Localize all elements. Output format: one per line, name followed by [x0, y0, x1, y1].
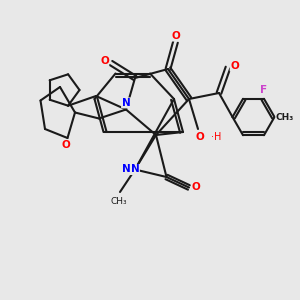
- Text: CH₃: CH₃: [276, 112, 294, 122]
- Text: N: N: [122, 98, 130, 108]
- Text: O: O: [171, 31, 180, 41]
- Text: O: O: [230, 61, 239, 71]
- Text: F: F: [260, 85, 268, 95]
- Text: ·H: ·H: [211, 131, 221, 142]
- Text: O: O: [195, 131, 204, 142]
- Text: N: N: [130, 164, 140, 175]
- Text: O: O: [191, 182, 200, 193]
- Text: O: O: [61, 140, 70, 150]
- Text: O: O: [100, 56, 109, 66]
- Text: CH₃: CH₃: [110, 197, 127, 206]
- Text: N: N: [122, 164, 131, 175]
